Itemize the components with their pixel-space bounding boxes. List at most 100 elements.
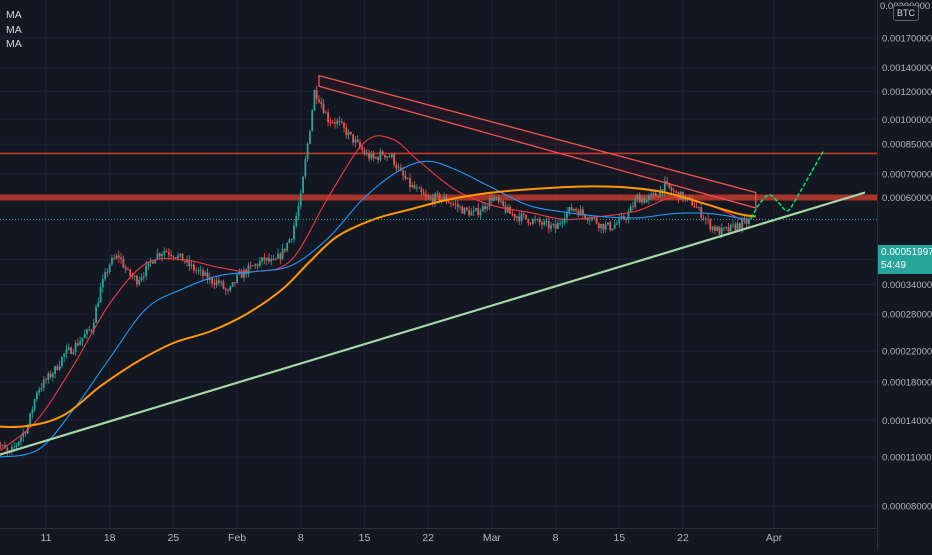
candle-body-325: [732, 224, 734, 226]
candle-body-331: [745, 219, 748, 224]
candle-body-156: [347, 131, 350, 136]
candle-body-243: [545, 221, 548, 222]
candle-body-232: [520, 213, 523, 221]
candle-body-215: [481, 206, 484, 212]
candle-body-223: [500, 200, 502, 202]
candle-body-175: [390, 154, 393, 158]
candle-body-297: [668, 182, 671, 188]
ma-label-2[interactable]: MA: [6, 23, 22, 36]
candle-body-320: [720, 227, 723, 235]
candle-body-173: [386, 156, 389, 158]
candle-body-118: [261, 257, 264, 262]
candle-body-87: [190, 264, 193, 267]
candle-body-231: [518, 216, 521, 221]
candle-body-47: [99, 287, 102, 303]
candle-body-142: [315, 90, 318, 100]
candle-body-236: [529, 223, 532, 225]
candle-body-208: [465, 207, 468, 210]
ma-label-1[interactable]: MA: [6, 9, 22, 21]
candle-body-210: [470, 211, 473, 216]
candle-body-124: [274, 258, 277, 260]
price-tick-9: 0.00028000: [882, 310, 932, 321]
candle-body-159: [354, 139, 357, 143]
candle-body-122: [270, 259, 273, 262]
candle-body-169: [377, 157, 380, 160]
candle-body-96: [211, 277, 213, 284]
candle-body-303: [682, 191, 684, 201]
candle-body-121: [268, 257, 270, 262]
candle-body-26: [51, 373, 54, 378]
candle-body-28: [56, 366, 59, 370]
candle-body-241: [541, 222, 543, 225]
candle-body-252: [566, 211, 568, 219]
candle-body-273: [613, 224, 616, 229]
candle-body-171: [381, 151, 384, 155]
candle-body-328: [738, 223, 741, 229]
candle-body-203: [454, 203, 457, 205]
candle-body-81: [177, 255, 179, 259]
candle-body-131: [290, 239, 293, 240]
time-tick-5: 15: [359, 532, 371, 544]
candle-body-177: [395, 164, 398, 169]
candle-body-170: [379, 151, 382, 160]
candle-body-226: [506, 207, 509, 213]
candle-body-61: [131, 275, 134, 277]
candle-body-259: [582, 209, 584, 215]
candle-body-63: [136, 276, 138, 285]
candle-body-106: [233, 281, 236, 283]
candle-body-260: [584, 214, 587, 219]
candle-body-318: [716, 226, 719, 231]
candle-body-152: [338, 120, 341, 122]
candle-body-165: [368, 153, 370, 159]
candle-body-140: [311, 110, 314, 131]
candle-body-271: [609, 222, 612, 231]
candle-body-44: [92, 322, 95, 332]
candle-body-189: [422, 192, 425, 195]
candle-body-17: [31, 409, 34, 414]
candle-body-300: [675, 191, 678, 193]
candle-body-185: [413, 184, 416, 189]
candle-body-90: [197, 270, 200, 272]
candle-body-93: [204, 272, 207, 276]
candle-body-27: [54, 366, 56, 374]
candle-body-48: [101, 279, 104, 288]
candle-body-126: [279, 253, 282, 259]
candle-body-145: [322, 104, 325, 114]
ma-label-3[interactable]: MA: [6, 38, 22, 50]
candle-body-250: [561, 221, 564, 223]
candle-body-217: [486, 206, 489, 209]
candle-body-187: [418, 187, 420, 189]
projection-path: [750, 149, 825, 219]
candle-body-255: [572, 208, 575, 211]
candle-body-294: [661, 189, 664, 193]
current-price-tag: 0.00051997 54:49: [878, 245, 932, 274]
candle-body-136: [302, 176, 304, 194]
price-tick-8: 0.00034000: [882, 280, 932, 291]
candle-body-322: [725, 227, 728, 228]
price-tick-11: 0.00018000: [882, 377, 932, 388]
candle-body-35: [72, 352, 75, 354]
candle-body-227: [509, 207, 511, 214]
candle-body-62: [133, 276, 136, 277]
candle-body-267: [600, 223, 602, 229]
candle-body-225: [504, 205, 507, 213]
candle-body-327: [736, 223, 739, 231]
candle-body-291: [654, 193, 657, 197]
candle-body-163: [363, 150, 366, 155]
candle-body-23: [45, 379, 47, 381]
candle-body-224: [502, 200, 505, 206]
ma-line-1: [0, 135, 747, 451]
candle-body-216: [484, 206, 486, 209]
time-tick-8: 8: [553, 532, 559, 544]
candle-body-60: [129, 269, 132, 276]
candle-body-33: [67, 347, 70, 350]
candle-body-153: [340, 121, 343, 123]
candle-body-132: [293, 225, 295, 240]
candle-body-125: [277, 253, 279, 259]
candle-body-235: [527, 218, 530, 224]
candle-body-115: [254, 264, 257, 266]
candle-body-141: [313, 90, 316, 111]
candle-body-76: [165, 250, 168, 253]
